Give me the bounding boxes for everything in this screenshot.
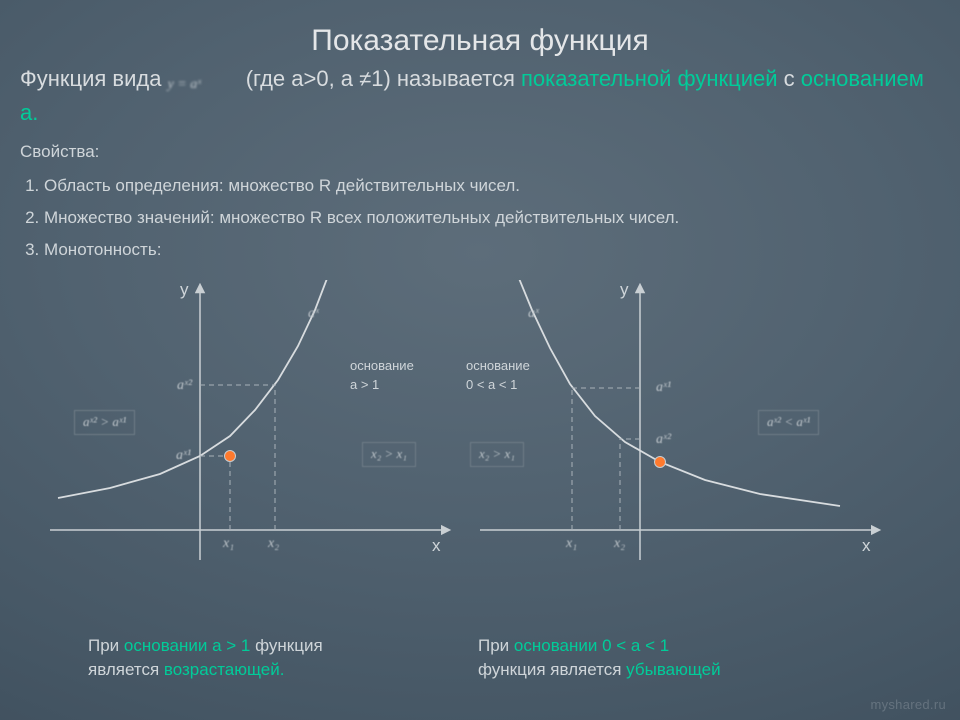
intro-hl-1: показательной функцией: [521, 66, 778, 91]
intro-between: с: [778, 66, 801, 91]
caption-left: При основании a > 1 функция является воз…: [88, 634, 448, 682]
x-tick-x1: x₁: [223, 536, 234, 552]
inequality-box-x: x₂ > x₁: [362, 442, 416, 467]
chart-svg: [460, 280, 890, 580]
y-tick-ax1: aˣ¹: [176, 448, 191, 464]
charts-area: y x основание a > 1 aˣ² aˣ¹ x₁ x₂ aˣ aˣ²…: [0, 272, 960, 592]
y-tick-ax2: aˣ²: [177, 378, 192, 394]
caption-right: При основании 0 < a < 1 функция является…: [478, 634, 898, 682]
list-item: Область определения: множество R действи…: [44, 170, 940, 202]
y-axis-label: y: [180, 280, 189, 300]
point-marker: [224, 450, 236, 462]
properties-heading: Свойства:: [0, 128, 960, 166]
y-axis-label: y: [620, 280, 629, 300]
intro-formula: y = aˣ: [168, 76, 240, 98]
x-axis-label: x: [432, 536, 441, 556]
point-marker: [654, 456, 666, 468]
intro-pre: Функция вида: [20, 66, 161, 91]
y-tick-ax2: aˣ²: [656, 432, 671, 448]
list-item: Монотонность:: [44, 234, 940, 266]
intro-text: Функция вида y = aˣ (где a>0, a ≠1) назы…: [0, 58, 960, 128]
curve-label: aˣ: [528, 306, 539, 322]
chart-decreasing: y x основание 0 < a < 1 aˣ¹ aˣ² x₁ x₂ aˣ…: [460, 280, 890, 580]
inequality-box-x: x₂ > x₁: [470, 442, 524, 467]
watermark: myshared.ru: [870, 697, 946, 712]
inequality-box-y: aˣ² < aˣ¹: [758, 410, 819, 435]
inequality-box-y: aˣ² > aˣ¹: [74, 410, 135, 435]
base-label-right: основание 0 < a < 1: [466, 356, 530, 395]
chart-increasing: y x основание a > 1 aˣ² aˣ¹ x₁ x₂ aˣ aˣ²…: [30, 280, 460, 580]
intro-mid: (где a>0, a ≠1) называется: [246, 66, 521, 91]
curve-label: aˣ: [308, 306, 319, 322]
page-title: Показательная функция: [0, 0, 960, 58]
list-item: Множество значений: множество R всех пол…: [44, 202, 940, 234]
x-tick-x2: x₂: [614, 536, 625, 552]
y-tick-ax1: aˣ¹: [656, 380, 671, 396]
base-label-left: основание a > 1: [350, 356, 414, 395]
x-axis-label: x: [862, 536, 871, 556]
properties-list: Область определения: множество R действи…: [0, 170, 960, 266]
x-tick-x2: x₂: [268, 536, 279, 552]
x-tick-x1: x₁: [566, 536, 577, 552]
